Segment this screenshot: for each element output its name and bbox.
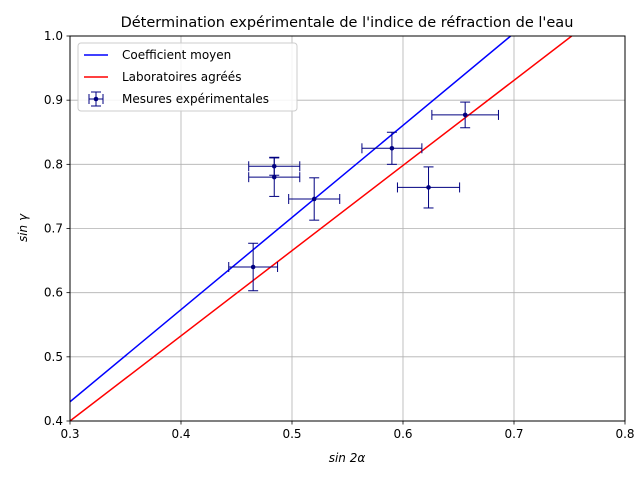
- y-tick-label: 0.6: [44, 286, 63, 300]
- x-tick-label: 0.4: [171, 427, 190, 441]
- x-tick-label: 0.7: [504, 427, 523, 441]
- y-tick-label: 0.9: [44, 93, 63, 107]
- legend-label: Coefficient moyen: [122, 48, 231, 62]
- x-tick-label: 0.3: [60, 427, 79, 441]
- data-point: [312, 197, 317, 202]
- y-tick-label: 0.5: [44, 350, 63, 364]
- data-point: [426, 185, 431, 190]
- y-axis-label: sin γ: [16, 213, 30, 242]
- x-tick-label: 0.5: [282, 427, 301, 441]
- x-tick-label: 0.6: [393, 427, 412, 441]
- errorbar-point: [432, 102, 499, 128]
- errorbar-point: [397, 167, 459, 208]
- data-point: [390, 146, 395, 151]
- y-tick-label: 1.0: [44, 29, 63, 43]
- y-tick-label: 0.7: [44, 222, 63, 236]
- y-tick-label: 0.8: [44, 157, 63, 171]
- legend-label: Mesures expérimentales: [122, 92, 269, 106]
- data-point: [251, 265, 256, 270]
- y-tick-label: 0.4: [44, 414, 63, 428]
- legend: Coefficient moyen Laboratoires agréés Mesu…: [78, 43, 297, 111]
- data-point: [272, 175, 277, 180]
- legend-label: Laboratoires agréés: [122, 70, 241, 84]
- errorbar-point: [362, 132, 422, 164]
- legend-marker: [94, 97, 99, 102]
- chart-title: Détermination expérimentale de l'indice …: [121, 15, 574, 31]
- data-point: [463, 113, 468, 118]
- x-axis-label: sin 2α: [329, 451, 366, 465]
- errorbar-point: [229, 243, 278, 290]
- x-tick-label: 0.8: [615, 427, 634, 441]
